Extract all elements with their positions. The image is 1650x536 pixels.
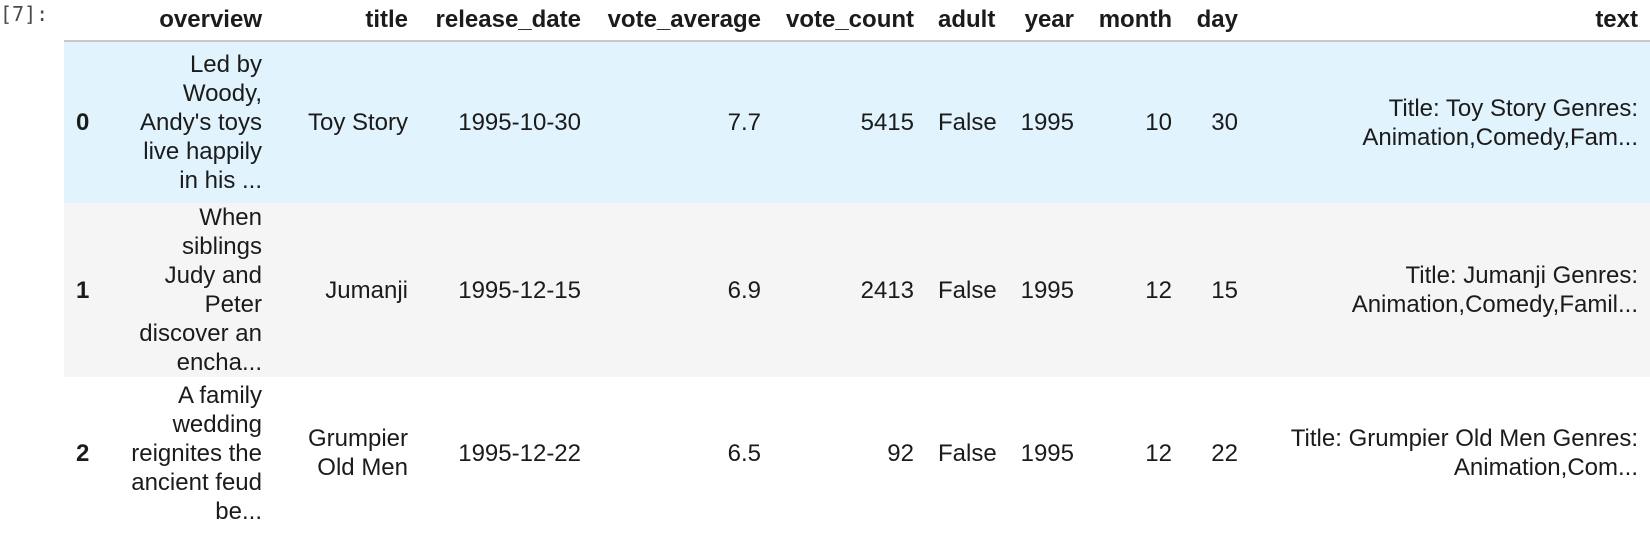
cell-day: 22: [1211, 439, 1238, 467]
column-header-text: text: [1250, 0, 1650, 42]
cell-year: 1995: [1020, 109, 1074, 136]
cell-title: Jumanji: [325, 276, 408, 304]
cell-release-date: 1995-12-15: [458, 276, 581, 304]
table-row: 2 A family wedding reignites the ancient…: [64, 377, 1650, 529]
cell-adult: False: [938, 439, 997, 467]
cell-vote-count: 92: [887, 439, 914, 467]
cell-month: 12: [1145, 439, 1172, 467]
cell-text: Title: Toy Story Genres: Animation,Comed…: [1362, 94, 1638, 151]
cell-title: Toy Story: [307, 109, 408, 136]
table-row: 1 When siblings Judy and Peter discover …: [64, 203, 1650, 377]
cell-adult: False: [938, 276, 997, 304]
cell-text: Title: Grumpier Old Men Genres: Animatio…: [1290, 425, 1638, 481]
cell-month: 12: [1145, 276, 1172, 304]
column-header-month: month: [1086, 0, 1184, 42]
cell-overview: A family wedding reignites the ancient f…: [131, 381, 262, 525]
column-header-title: title: [274, 0, 420, 42]
header-row: overview title release_date vote_average…: [64, 0, 1650, 42]
cell-release-date: 1995-10-30: [458, 109, 581, 136]
cell-vote-average: 6.9: [727, 276, 761, 304]
cell-vote-average: 6.5: [727, 439, 761, 467]
column-header-release-date: release_date: [420, 0, 593, 42]
index-header: [64, 0, 116, 42]
cell-overview: Led by Woody, Andy's toys live happily i…: [140, 51, 262, 194]
column-header-day: day: [1184, 0, 1250, 42]
cell-day: 15: [1211, 276, 1238, 304]
cell-vote-count: 5415: [860, 109, 914, 136]
column-header-vote-count: vote_count: [773, 0, 926, 42]
cell-prompt: [7]:: [0, 2, 49, 26]
cell-vote-count: 2413: [860, 276, 914, 304]
cell-day: 30: [1211, 109, 1238, 136]
cell-month: 10: [1145, 109, 1172, 136]
row-index: 2: [76, 439, 90, 467]
dataframe-table: overview title release_date vote_average…: [64, 0, 1650, 529]
cell-year: 1995: [1020, 439, 1074, 467]
cell-year: 1995: [1020, 276, 1074, 304]
cell-adult: False: [938, 109, 997, 136]
row-index: 0: [76, 109, 90, 136]
cell-overview: When siblings Judy and Peter discover an…: [139, 204, 262, 376]
row-index: 1: [76, 276, 90, 304]
cell-output: overview title release_date vote_average…: [64, 0, 1650, 529]
column-header-overview: overview: [116, 0, 274, 42]
cell-title: Grumpier Old Men: [307, 425, 408, 481]
column-header-adult: adult: [926, 0, 1006, 42]
cell-release-date: 1995-12-22: [458, 439, 581, 467]
column-header-year: year: [1006, 0, 1086, 42]
column-header-vote-average: vote_average: [593, 0, 773, 42]
cell-text: Title: Jumanji Genres: Animation,Comedy,…: [1351, 262, 1638, 318]
table-row: 0 Led by Woody, Andy's toys live happily…: [64, 41, 1650, 203]
cell-vote-average: 7.7: [727, 109, 761, 136]
